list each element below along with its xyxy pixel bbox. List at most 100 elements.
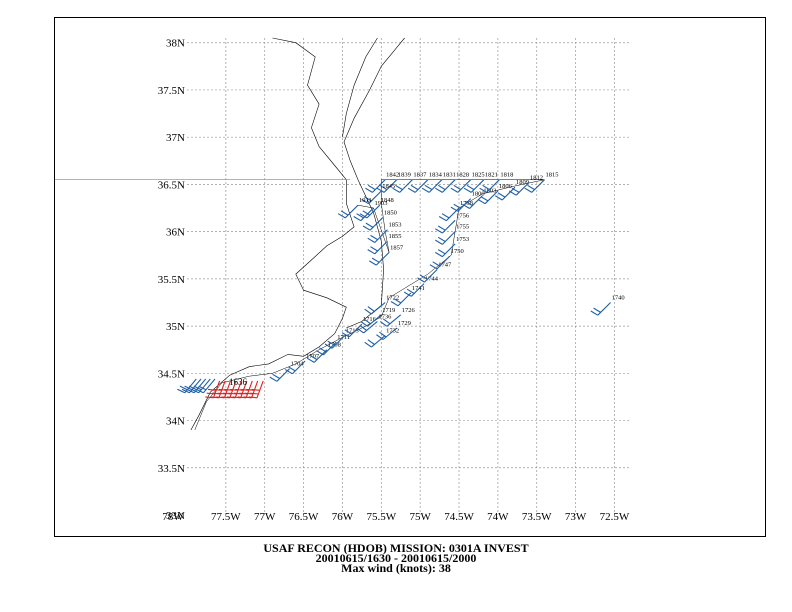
wind-barb-shape <box>462 195 483 209</box>
caption-mission: USAF RECON (HDOB) MISSION: 0301A INVEST <box>263 541 529 555</box>
wind-barb <box>369 252 390 266</box>
wind-barb <box>376 179 398 193</box>
wind-barb-shape <box>360 314 382 327</box>
wind-barb-shape <box>435 179 456 193</box>
wind-barb <box>524 179 545 193</box>
wind-barb <box>435 179 456 193</box>
obs-time-label: 1848 <box>381 197 394 204</box>
wind-barb-shape <box>364 335 386 348</box>
wind-barb-shape <box>392 179 413 193</box>
wind-barb <box>365 179 386 193</box>
wind-barb <box>435 231 456 245</box>
wind-barb-shape <box>379 314 402 327</box>
wind-barb-shape <box>417 269 438 283</box>
wind-barb-shape <box>463 179 485 193</box>
caption-time-range: 20010615/1630 - 20010615/2000 <box>315 551 477 565</box>
obs-time-label: 1806 <box>499 183 513 190</box>
wind-barb-shape <box>306 349 328 363</box>
wind-barb <box>341 323 363 338</box>
wind-barb <box>379 314 402 327</box>
lat-tick-label: 33N <box>166 510 185 522</box>
obs-time-label: 1850 <box>384 209 397 216</box>
obs-time-label: 1834 <box>429 172 443 179</box>
obs-time-label: 1713 <box>346 328 359 335</box>
wind-barb <box>364 302 386 315</box>
lat-tick-label: 36N <box>166 227 185 239</box>
coastline <box>190 37 355 431</box>
lon-tick-label: 74.5W <box>444 511 474 523</box>
lat-tick-label: 35.5N <box>158 274 185 286</box>
wind-barb <box>403 283 425 297</box>
wind-barb-shape <box>429 255 451 270</box>
wind-barb <box>417 269 438 283</box>
lon-tick-label: 73W <box>565 511 587 523</box>
max-wind-barb <box>248 380 264 399</box>
obs-time-label: 1747 <box>438 261 452 268</box>
obs-time-label: 1809 <box>516 179 529 186</box>
obs-time-label: 1803 <box>483 188 496 195</box>
obs-time-label: 1825 <box>472 172 485 179</box>
wind-barb <box>590 302 611 316</box>
wind-barb-shape <box>450 179 472 193</box>
recon-map: 38N 37.5N 37N 36.5N 36N 35.5N 35N 34.5N 34N 33.5N… <box>55 37 630 523</box>
wind-barb-shape <box>177 378 197 394</box>
wind-barb <box>435 243 456 258</box>
lon-tick-label: 76.5W <box>289 511 319 523</box>
wind-barb <box>435 219 456 234</box>
wind-barb-shape <box>248 380 264 399</box>
wind-barb <box>361 190 382 205</box>
wind-barb-shape <box>337 204 359 219</box>
lon-tick-label: 73.5W <box>522 511 552 523</box>
wind-barb <box>316 341 337 356</box>
lat-tick-label: 35N <box>166 321 185 333</box>
wind-barb <box>195 378 216 394</box>
wind-barb <box>450 179 472 193</box>
wind-barb-shape <box>477 190 499 205</box>
wind-barb <box>463 179 485 193</box>
wind-barb <box>324 335 346 349</box>
obs-time-label: 1750 <box>451 248 464 255</box>
wind-barb <box>356 320 378 334</box>
caption-max-wind: Max wind (knots): 38 <box>341 561 451 575</box>
wind-barb <box>479 179 500 193</box>
obs-time-label: 1845 <box>382 183 395 190</box>
lat-tick-label: 34N <box>166 416 185 428</box>
wind-barb <box>407 179 429 193</box>
wind-barb-shape <box>356 320 378 334</box>
obs-time-label: 1755 <box>456 224 469 231</box>
obs-time-label: 1815 <box>546 172 559 179</box>
obs-time-label: 1837 <box>413 172 427 179</box>
obs-time-label: 1842 <box>386 172 399 179</box>
obs-time-label: 1711 <box>337 334 350 341</box>
obs-time-label: 1839 <box>398 172 411 179</box>
wind-barb-shape <box>195 378 216 394</box>
obs-time-label: 1903 <box>375 200 388 207</box>
obs-time-label: 1857 <box>390 244 404 251</box>
lat-tick-label: 34.5N <box>158 368 185 380</box>
obs-time-label: 1740 <box>612 294 625 301</box>
wind-barb-shape <box>285 360 306 375</box>
wind-barb-shape <box>367 229 388 243</box>
wind-barb <box>359 204 381 219</box>
obs-time-label: 1855 <box>389 233 402 240</box>
wind-barb <box>429 255 451 270</box>
wind-barb <box>186 378 207 394</box>
lat-tick-label: 38N <box>166 38 185 50</box>
obs-time-label: 1753 <box>456 236 469 243</box>
obs-time-label: 1800 <box>472 191 485 198</box>
lat-tick-label: 37N <box>166 132 185 144</box>
wind-barb-shape <box>361 190 382 205</box>
wind-barb-shape <box>479 179 500 193</box>
lon-tick-label: 77W <box>254 511 276 523</box>
obs-time-label: 1744 <box>425 276 439 283</box>
obs-time-label: 1719 <box>382 307 395 314</box>
wind-barb-shape <box>181 378 202 394</box>
wind-barb-shape <box>435 219 456 234</box>
wind-barb <box>337 204 359 219</box>
obs-time-label: 1722 <box>386 294 399 301</box>
lon-tick-label: 75.5W <box>366 511 396 523</box>
wind-barb-shape <box>367 240 388 255</box>
wind-barb <box>181 378 202 394</box>
wind-barb-shape <box>508 182 530 196</box>
lon-tick-label: 76W <box>332 511 354 523</box>
